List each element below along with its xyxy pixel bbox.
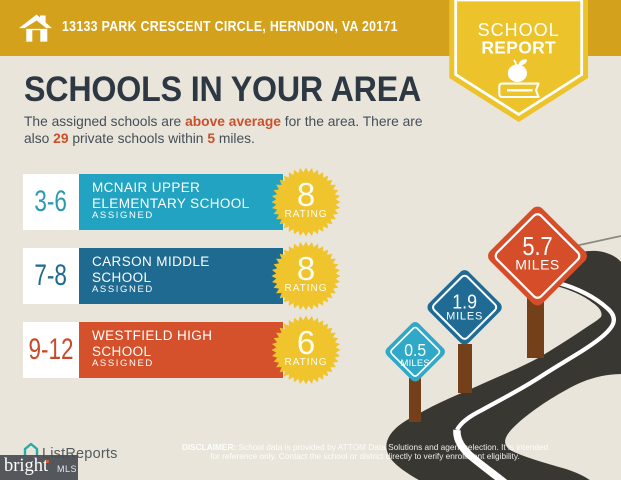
svg-text:SCHOOL: SCHOOL <box>478 20 560 40</box>
svg-text:REPORT: REPORT <box>481 38 556 58</box>
svg-text:MILES: MILES <box>400 358 430 369</box>
svg-text:1.9: 1.9 <box>452 291 477 313</box>
svg-text:5.7: 5.7 <box>522 232 552 261</box>
svg-text:MILES: MILES <box>515 256 560 272</box>
svg-text:0.5: 0.5 <box>404 340 426 360</box>
svg-text:MILES: MILES <box>446 311 483 323</box>
